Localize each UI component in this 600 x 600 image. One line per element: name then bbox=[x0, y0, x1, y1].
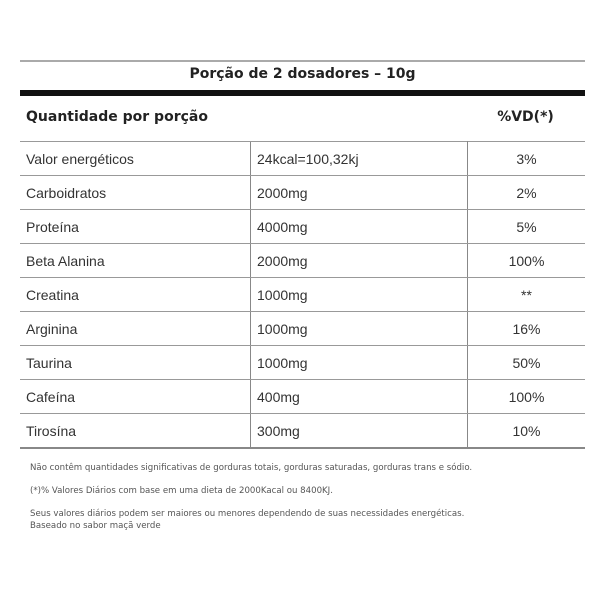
footnote: Não contêm quantidades significativas de… bbox=[30, 463, 473, 473]
nutrient-amount: 1000mg bbox=[250, 311, 468, 346]
nutrient-amount: 300mg bbox=[250, 413, 468, 449]
header-vd: %VD(*) bbox=[497, 109, 554, 125]
nutrient-amount: 2000mg bbox=[250, 175, 468, 210]
nutrient-name: Valor energéticos bbox=[20, 141, 251, 176]
nutrient-amount: 2000mg bbox=[250, 243, 468, 278]
table-row: Carboidratos 2000mg 2% bbox=[20, 175, 585, 210]
footnote: Seus valores diários podem ser maiores o… bbox=[30, 509, 465, 519]
serving-title: Porção de 2 dosadores – 10g bbox=[189, 66, 416, 82]
table-row: Cafeína 400mg 100% bbox=[20, 379, 585, 414]
table-row: Arginina 1000mg 16% bbox=[20, 311, 585, 346]
nutrient-name: Cafeína bbox=[20, 379, 251, 414]
nutrient-vd: 3% bbox=[467, 141, 585, 176]
nutrient-amount: 4000mg bbox=[250, 209, 468, 244]
footnote: (*)% Valores Diários com base em uma die… bbox=[30, 486, 333, 496]
nutrient-vd: 16% bbox=[467, 311, 585, 346]
table-row: Creatina 1000mg ** bbox=[20, 277, 585, 312]
nutrient-vd: 2% bbox=[467, 175, 585, 210]
nutrient-amount: 1000mg bbox=[250, 277, 468, 312]
nutrient-vd: 100% bbox=[467, 243, 585, 278]
table-row: Tirosína 300mg 10% bbox=[20, 413, 585, 449]
table-row: Proteína 4000mg 5% bbox=[20, 209, 585, 244]
nutrient-name: Arginina bbox=[20, 311, 251, 346]
table-row: Beta Alanina 2000mg 100% bbox=[20, 243, 585, 278]
nutrition-table: Valor energéticos 24kcal=100,32kj 3% Carboi… bbox=[20, 141, 585, 449]
top-divider bbox=[20, 60, 585, 62]
nutrient-name: Creatina bbox=[20, 277, 251, 312]
nutrient-vd: ** bbox=[467, 277, 585, 312]
nutrient-name: Taurina bbox=[20, 345, 251, 380]
nutrient-vd: 100% bbox=[467, 379, 585, 414]
nutrient-vd: 5% bbox=[467, 209, 585, 244]
nutrient-amount: 24kcal=100,32kj bbox=[250, 141, 468, 176]
nutrient-name: Beta Alanina bbox=[20, 243, 251, 278]
nutrient-amount: 1000mg bbox=[250, 345, 468, 380]
nutrient-amount: 400mg bbox=[250, 379, 468, 414]
nutrient-vd: 50% bbox=[467, 345, 585, 380]
nutrient-name: Tirosína bbox=[20, 413, 251, 449]
table-row: Taurina 1000mg 50% bbox=[20, 345, 585, 380]
footnote: Baseado no sabor maçã verde bbox=[30, 521, 161, 531]
nutrient-name: Proteína bbox=[20, 209, 251, 244]
nutrient-vd: 10% bbox=[467, 413, 585, 449]
nutrient-name: Carboidratos bbox=[20, 175, 251, 210]
thick-divider bbox=[20, 90, 585, 96]
header-quantity: Quantidade por porção bbox=[26, 109, 208, 125]
footnotes: Não contêm quantidades significativas de… bbox=[30, 462, 590, 543]
table-row: Valor energéticos 24kcal=100,32kj 3% bbox=[20, 141, 585, 176]
